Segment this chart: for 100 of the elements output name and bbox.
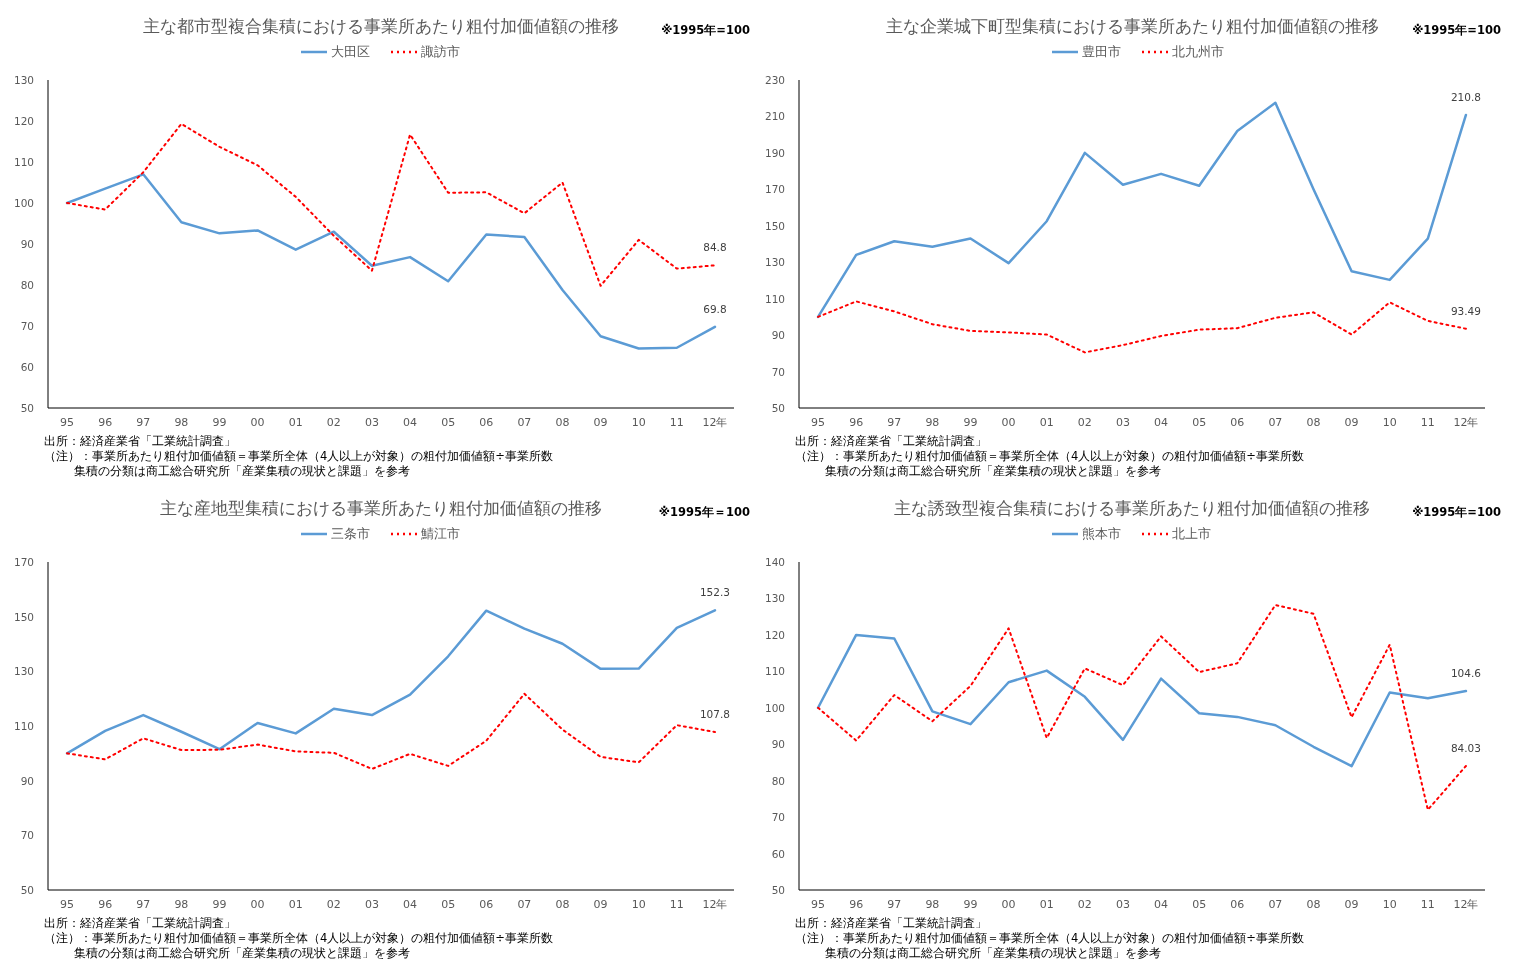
text: 出所：経済産業省「工業統計調査」 bbox=[44, 434, 236, 448]
y-tick-label: 120 bbox=[13, 115, 34, 127]
data-label: 93.49 bbox=[1450, 304, 1481, 317]
y-tick-label: 130 bbox=[764, 592, 785, 605]
legend-label: 鯖江市 bbox=[421, 526, 460, 541]
x-tick-label: 05 bbox=[441, 898, 456, 911]
chart-title: 主な産地型集積における事業所あたり粗付加価値額の推移 bbox=[160, 498, 602, 518]
x-tick-label: 11 bbox=[1420, 898, 1435, 911]
y-tick-label: 90 bbox=[771, 329, 785, 342]
legend-label: 北九州市 bbox=[1172, 44, 1224, 59]
data-label: 152.3 bbox=[699, 586, 730, 599]
y-tick-label: 80 bbox=[771, 774, 785, 787]
data-label: 104.6 bbox=[1450, 667, 1482, 680]
x-tick-label: 11 bbox=[669, 416, 684, 429]
y-tick-label: 50 bbox=[20, 884, 34, 896]
y-tick-label: 170 bbox=[764, 183, 785, 196]
y-tick-label: 90 bbox=[771, 738, 785, 751]
text: （注）：事業所あたり粗付加価値額＝事業所全体（4人以上が対象）の粗付加価値額÷事業所数 bbox=[44, 449, 553, 463]
data-label: 69.8 bbox=[703, 302, 727, 315]
y-tick-label: 150 bbox=[764, 219, 785, 232]
x-tick-label: 06 bbox=[1230, 898, 1245, 911]
x-tick-label: 07 bbox=[517, 898, 532, 911]
x-tick-label: 99 bbox=[963, 898, 978, 911]
legend-label: 諏訪市 bbox=[421, 44, 460, 59]
x-tick-label: 97 bbox=[887, 898, 902, 911]
text: ※1995年=100 bbox=[661, 23, 750, 37]
y-tick-label: 110 bbox=[764, 292, 785, 305]
y-tick-label: 50 bbox=[20, 402, 34, 414]
x-tick-label: 05 bbox=[1192, 898, 1207, 911]
text: 集積の分類は商工総合研究所「産業集積の現状と課題」を参考 bbox=[74, 464, 410, 478]
x-tick-label: 09 bbox=[1344, 416, 1359, 429]
chart-title: 主な誘致型複合集積における事業所あたり粗付加価値額の推移 bbox=[894, 498, 1370, 518]
y-tick-label: 110 bbox=[764, 665, 785, 678]
y-tick-label: 140 bbox=[764, 556, 785, 568]
x-tick-label: 05 bbox=[441, 416, 456, 429]
x-tick-label: 06 bbox=[479, 898, 494, 911]
x-tick-label: 09 bbox=[1344, 898, 1359, 911]
x-tick-label: 02 bbox=[326, 416, 341, 429]
y-tick-label: 70 bbox=[771, 811, 785, 824]
y-tick-label: 130 bbox=[764, 256, 785, 269]
text: （注）：事業所あたり粗付加価値額＝事業所全体（4人以上が対象）の粗付加価値額÷事業所数 bbox=[44, 931, 553, 945]
legend-label: 三条市 bbox=[331, 526, 370, 541]
x-tick-label: 02 bbox=[1077, 416, 1092, 429]
y-tick-label: 70 bbox=[20, 320, 34, 332]
chart-title: 主な企業城下町型集積における事業所あたり粗付加価値額の推移 bbox=[885, 16, 1379, 36]
legend-label: 熊本市 bbox=[1082, 526, 1121, 541]
x-tick-label: 08 bbox=[1306, 898, 1321, 911]
x-tick-label: 08 bbox=[555, 416, 570, 429]
x-tick-label: 10 bbox=[631, 898, 646, 911]
text: 出所：経済産業省「工業統計調査」 bbox=[44, 916, 236, 930]
x-tick-label: 95 bbox=[60, 898, 75, 911]
y-tick-label: 170 bbox=[13, 556, 34, 568]
x-tick-label: 08 bbox=[555, 898, 570, 911]
x-tick-label: 04 bbox=[1154, 416, 1169, 429]
y-tick-label: 210 bbox=[764, 110, 785, 123]
x-tick-label: 04 bbox=[403, 416, 418, 429]
y-tick-label: 110 bbox=[13, 156, 34, 168]
y-tick-label: 100 bbox=[764, 701, 785, 714]
x-tick-label: 09 bbox=[593, 416, 608, 429]
y-tick-label: 50 bbox=[771, 402, 785, 414]
x-tick-label: 12年 bbox=[702, 416, 728, 429]
x-tick-label: 10 bbox=[1382, 898, 1397, 911]
x-tick-label: 01 bbox=[288, 416, 303, 429]
text: （注）：事業所あたり粗付加価値額＝事業所全体（4人以上が対象）の粗付加価値額÷事業所数 bbox=[795, 931, 1304, 945]
text: 集積の分類は商工総合研究所「産業集積の現状と課題」を参考 bbox=[74, 946, 410, 960]
chart-title: 主な都市型複合集積における事業所あたり粗付加価値額の推移 bbox=[143, 16, 619, 36]
x-tick-label: 03 bbox=[1115, 898, 1130, 911]
x-tick-label: 12年 bbox=[702, 898, 728, 911]
text: （注）：事業所あたり粗付加価値額＝事業所全体（4人以上が対象）の粗付加価値額÷事業所数 bbox=[795, 449, 1304, 463]
y-tick-label: 50 bbox=[771, 884, 785, 896]
x-tick-label: 09 bbox=[593, 898, 608, 911]
y-tick-label: 130 bbox=[13, 665, 34, 678]
x-tick-label: 07 bbox=[1268, 898, 1283, 911]
x-tick-label: 06 bbox=[1230, 416, 1245, 429]
y-tick-label: 120 bbox=[764, 628, 785, 641]
x-tick-label: 12年 bbox=[1453, 416, 1479, 429]
text: 集積の分類は商工総合研究所「産業集積の現状と課題」を参考 bbox=[825, 946, 1161, 960]
x-tick-label: 04 bbox=[1154, 898, 1169, 911]
x-tick-label: 96 bbox=[98, 898, 113, 911]
x-tick-label: 02 bbox=[326, 898, 341, 911]
x-tick-label: 00 bbox=[250, 898, 265, 911]
x-tick-label: 00 bbox=[1001, 898, 1016, 911]
y-tick-label: 100 bbox=[13, 197, 34, 209]
x-tick-label: 03 bbox=[1115, 416, 1130, 429]
y-tick-label: 80 bbox=[20, 279, 34, 291]
x-tick-label: 01 bbox=[1039, 416, 1054, 429]
x-tick-label: 02 bbox=[1077, 898, 1092, 911]
y-tick-label: 90 bbox=[20, 238, 34, 250]
x-tick-label: 98 bbox=[925, 898, 940, 911]
x-tick-label: 12年 bbox=[1453, 898, 1479, 911]
data-label: 210.8 bbox=[1450, 90, 1481, 103]
text: 出所：経済産業省「工業統計調査」 bbox=[795, 434, 987, 448]
x-tick-label: 11 bbox=[669, 898, 684, 911]
x-tick-label: 07 bbox=[1268, 416, 1283, 429]
x-tick-label: 98 bbox=[174, 898, 189, 911]
x-tick-label: 01 bbox=[1039, 898, 1054, 911]
x-tick-label: 04 bbox=[403, 898, 418, 911]
y-tick-label: 110 bbox=[13, 720, 34, 732]
text: ※1995年=100 bbox=[1412, 23, 1501, 37]
x-tick-label: 07 bbox=[517, 416, 532, 429]
